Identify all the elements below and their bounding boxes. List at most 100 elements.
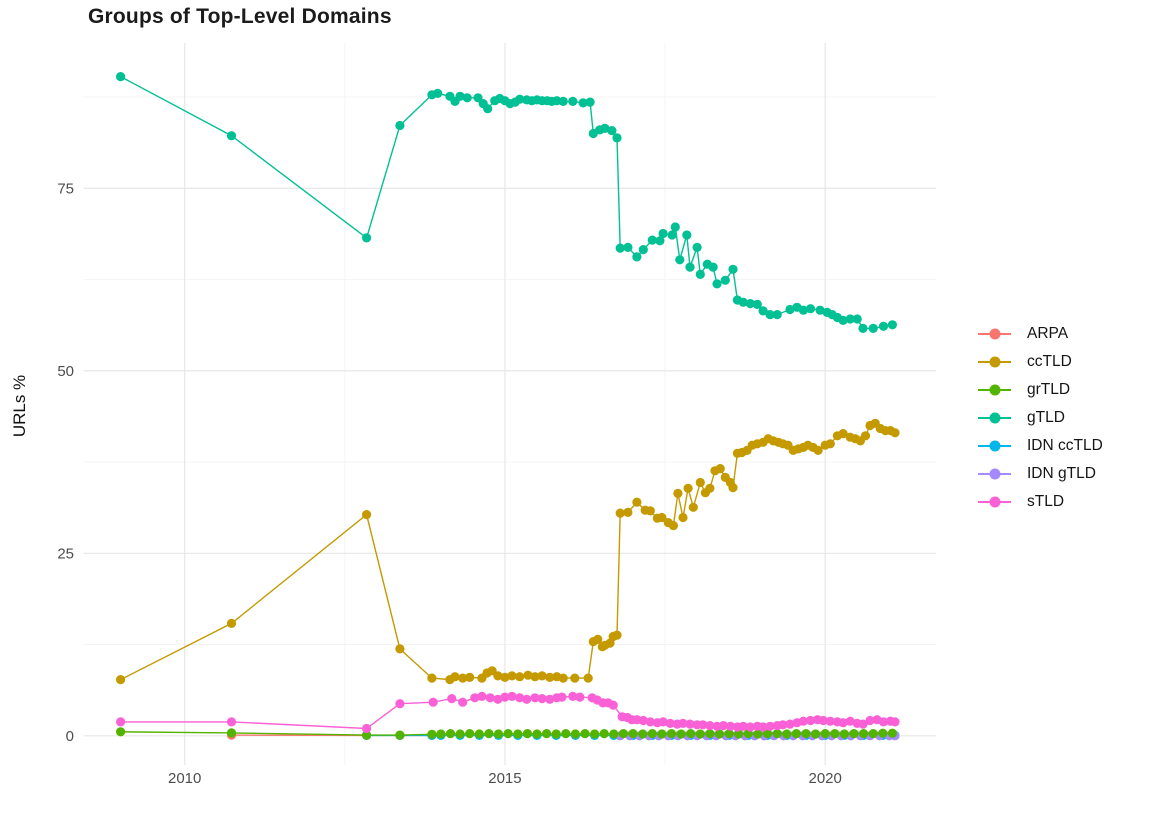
data-point xyxy=(638,715,648,726)
data-point xyxy=(558,96,568,106)
data-point xyxy=(537,671,547,681)
minor-gridlines xyxy=(83,43,936,765)
data-point xyxy=(647,235,657,245)
data-point xyxy=(116,675,126,685)
data-point xyxy=(395,120,405,131)
data-point xyxy=(752,299,762,309)
data-point xyxy=(858,323,868,333)
data-point xyxy=(474,729,484,739)
data-point xyxy=(615,243,625,253)
data-point xyxy=(455,729,465,739)
data-point xyxy=(458,673,468,683)
data-point xyxy=(712,279,722,289)
data-point xyxy=(728,483,738,493)
legend-key-icon xyxy=(978,384,1011,396)
data-point xyxy=(805,304,816,314)
data-point xyxy=(678,512,688,523)
data-point xyxy=(455,91,465,101)
x-tick-label: 2015 xyxy=(488,770,521,787)
data-point xyxy=(647,729,657,739)
legend-item-ccTLD: ccTLD xyxy=(978,348,1103,376)
data-point xyxy=(825,716,835,726)
data-point xyxy=(226,618,237,629)
data-point xyxy=(745,722,755,732)
data-point xyxy=(670,222,680,232)
data-point xyxy=(859,729,869,739)
legend-label: grTLD xyxy=(1027,381,1071,398)
data-point xyxy=(785,304,795,315)
data-point xyxy=(503,729,513,739)
data-point xyxy=(714,729,725,739)
legend-label: ccTLD xyxy=(1027,353,1072,370)
data-point xyxy=(493,671,503,681)
data-point xyxy=(523,670,533,680)
data-point xyxy=(695,477,705,488)
data-point xyxy=(445,729,456,739)
data-point xyxy=(570,729,581,739)
data-point xyxy=(493,694,503,704)
legend-key-icon xyxy=(978,356,1011,368)
data-point xyxy=(745,299,755,309)
data-point xyxy=(815,305,825,315)
data-point xyxy=(720,275,730,285)
data-point xyxy=(724,729,734,739)
data-point xyxy=(522,729,533,739)
data-point xyxy=(612,133,622,143)
data-point xyxy=(608,700,618,710)
legend-label: gTLD xyxy=(1027,409,1065,426)
data-point xyxy=(395,644,405,654)
data-point xyxy=(772,310,782,320)
data-point xyxy=(226,717,237,727)
data-point xyxy=(868,323,878,333)
data-point xyxy=(470,693,480,703)
data-point xyxy=(683,483,693,493)
data-point xyxy=(838,315,848,325)
data-point xyxy=(782,729,792,739)
legend-key-icon xyxy=(978,496,1011,508)
data-point xyxy=(718,721,729,731)
data-point xyxy=(226,131,237,141)
data-point xyxy=(785,719,795,729)
y-tick-label: 0 xyxy=(66,728,74,745)
data-point xyxy=(632,252,642,262)
legend-item-IDN-gTLD: IDN gTLD xyxy=(978,460,1103,488)
data-point xyxy=(513,729,523,739)
data-point xyxy=(798,716,809,726)
data-point xyxy=(395,699,405,709)
data-point xyxy=(515,94,525,104)
data-point xyxy=(845,716,855,726)
data-point xyxy=(665,718,675,729)
data-point xyxy=(436,729,446,739)
data-point xyxy=(116,727,126,737)
data-point xyxy=(801,729,811,739)
data-point xyxy=(542,729,552,739)
data-point xyxy=(638,729,648,739)
data-point xyxy=(530,693,540,703)
data-point xyxy=(738,297,748,307)
data-point xyxy=(522,694,532,704)
data-point xyxy=(583,673,593,683)
tick-labels: 0 25 50 75 2010 2015 2020 xyxy=(57,180,842,787)
data-point xyxy=(362,723,372,734)
data-point xyxy=(575,692,585,702)
data-point xyxy=(688,502,698,512)
data-point xyxy=(705,721,715,731)
data-point xyxy=(515,693,525,703)
data-point xyxy=(585,97,595,107)
data-point xyxy=(500,672,510,683)
data-point xyxy=(590,729,600,739)
data-point xyxy=(568,96,578,106)
data-point xyxy=(673,488,683,498)
data-point xyxy=(887,320,898,330)
data-point xyxy=(685,719,695,729)
data-point xyxy=(655,236,665,246)
legend-key-icon xyxy=(978,328,1011,340)
data-point xyxy=(811,729,821,739)
data-point xyxy=(858,719,868,729)
data-point xyxy=(462,93,472,103)
data-point xyxy=(682,230,692,240)
series-ccTLD xyxy=(116,418,900,685)
data-point xyxy=(758,722,768,732)
data-point xyxy=(878,728,888,738)
data-point xyxy=(507,671,517,681)
